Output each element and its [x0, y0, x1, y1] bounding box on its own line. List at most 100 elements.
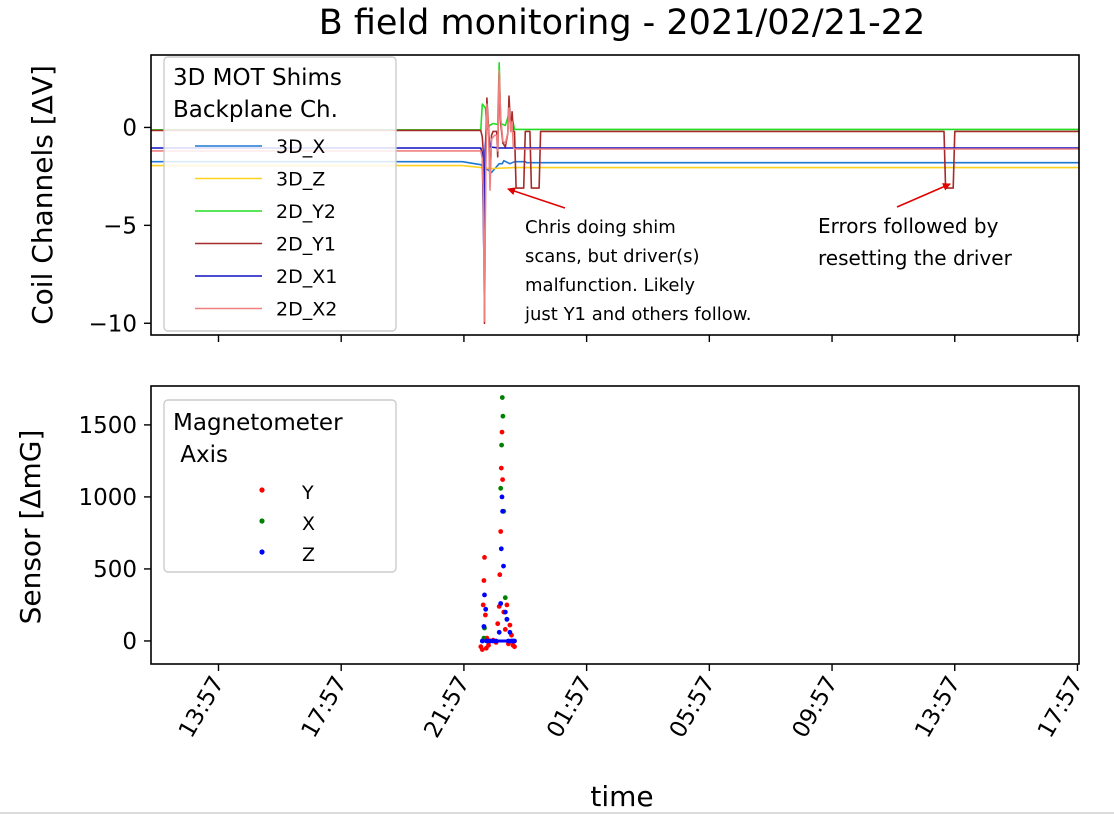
top-series-group [151, 62, 1079, 325]
legend-label-x: X [302, 513, 315, 535]
legend-swatch-z [259, 549, 265, 555]
x-tick-label: 13:57 [910, 672, 966, 742]
chart-title: B field monitoring - 2021/02/21-22 [319, 3, 926, 43]
legend-label-2d-y2: 2D_Y2 [276, 201, 336, 223]
data-point-z [482, 592, 487, 598]
annotation-shim-scans: Chris doing shim scans, but driver(s) ma… [507, 187, 752, 325]
data-point-z [499, 494, 505, 500]
series-line-3d-x [151, 159, 1079, 174]
bottom-y-ticks: 0 500 1000 1500 [78, 413, 151, 655]
data-point-x [500, 413, 506, 419]
data-point-z [483, 606, 489, 612]
annotation-shim-scans-line-2: scans, but driver(s) [525, 246, 700, 267]
top-annotations: Chris doing shim scans, but driver(s) ma… [507, 183, 1013, 325]
bottom-series-group [478, 395, 517, 652]
annotation-shim-scans-arrow [507, 187, 566, 209]
data-point-x [502, 595, 508, 601]
bottom-y-tick-label: 500 [93, 557, 137, 583]
data-point-z [498, 546, 504, 552]
annotation-driver-reset-line-2: resetting the driver [818, 246, 1013, 270]
top-y-axis-label: Coil Channels [ΔV] [26, 65, 59, 325]
top-y-ticks: 0 −5 −10 [88, 115, 151, 337]
bottom-legend-frame [163, 399, 397, 573]
bottom-y-axis-label: Sensor [ΔmG] [14, 430, 47, 625]
data-point-y [480, 602, 486, 608]
data-point-y [482, 555, 487, 560]
annotation-shim-scans-line-4: just Y1 and others follow. [524, 304, 752, 325]
x-tick-label: 09:57 [788, 672, 844, 742]
data-point-z [502, 609, 508, 615]
bottom-legend-entries: YXZ [259, 482, 315, 566]
data-point-y [497, 572, 503, 578]
bottom-x-ticks: 13:57 17:57 21:57 01:57 05:57 09:57 13:57 17:57 [174, 664, 1089, 742]
x-tick-label: 17:57 [1033, 672, 1089, 742]
data-point-y [499, 429, 505, 435]
data-point-y [479, 647, 485, 652]
top-legend: 3D MOT Shims Backplane Ch. 3D_X 3D_Z 2D_Y2… [163, 56, 397, 332]
bottom-legend-title-line-2: Axis [173, 442, 228, 468]
data-point-y [512, 644, 517, 650]
top-y-tick-label: −10 [88, 311, 137, 337]
legend-swatch-x [259, 518, 265, 524]
top-panel: 0 −5 −10 Coil Channels [ΔV] 3D MOT Shims B… [26, 54, 1080, 342]
annotation-driver-reset-arrow [896, 183, 951, 208]
bottom-legend: Magnetometer Axis YXZ [163, 399, 397, 573]
x-tick-label: 17:57 [297, 672, 353, 742]
data-point-z [479, 638, 485, 644]
x-axis-label: time [590, 780, 653, 813]
top-legend-frame [163, 56, 397, 332]
top-legend-title-line-2: Backplane Ch. [173, 97, 338, 123]
data-point-z [481, 624, 487, 629]
x-tick-label: 13:57 [174, 672, 230, 742]
data-point-x [498, 485, 504, 491]
top-x-ticks [217, 335, 1079, 342]
data-point-x [499, 442, 504, 448]
data-point-y [481, 578, 487, 583]
data-point-y [507, 622, 513, 628]
top-legend-entries: 3D_X 3D_Z 2D_Y2 2D_Y1 2D_X1 2D_X2 [195, 136, 337, 321]
top-legend-title-line-1: 3D MOT Shims [173, 65, 342, 91]
x-tick-label: 05:57 [665, 672, 721, 742]
data-point-z [500, 508, 505, 514]
annotation-shim-scans-line-1: Chris doing shim [525, 217, 676, 238]
bottom-legend-title-line-1: Magnetometer [173, 410, 343, 436]
data-point-y [498, 465, 504, 471]
x-tick-label: 01:57 [542, 672, 598, 742]
data-point-z [512, 638, 517, 644]
top-y-tick-label: 0 [122, 115, 137, 141]
data-point-z [493, 638, 499, 644]
data-point-z [498, 601, 504, 606]
data-point-z [496, 629, 502, 635]
data-point-y [500, 477, 505, 482]
annotation-driver-reset: Errors followed by resetting the driver [818, 183, 1013, 270]
bottom-y-tick-label: 0 [122, 629, 137, 655]
bottom-panel: 0 500 1000 1500 13:57 17:57 21:57 01:57 05:57 09… [14, 385, 1089, 742]
legend-label-z: Z [302, 544, 315, 566]
legend-swatch-y [259, 487, 265, 493]
data-point-y [495, 621, 501, 627]
data-point-z [501, 563, 506, 569]
x-tick-label: 21:57 [419, 672, 475, 742]
series-line-2d-x2 [151, 69, 1079, 323]
bottom-y-tick-label: 1500 [78, 413, 137, 439]
bottom-y-tick-label: 1000 [78, 485, 137, 511]
annotation-driver-reset-line-1: Errors followed by [818, 214, 999, 238]
data-point-x [499, 395, 505, 400]
legend-label-2d-y1: 2D_Y1 [276, 234, 336, 256]
data-point-z [504, 616, 510, 622]
top-y-tick-label: −5 [103, 213, 137, 239]
data-point-y [483, 612, 488, 618]
legend-label-y: Y [301, 482, 314, 504]
top-axes-frame [150, 54, 1080, 336]
bottom-axes-frame [150, 385, 1080, 665]
data-point-y [502, 627, 508, 632]
annotation-shim-scans-line-3: malfunction. Likely [525, 275, 695, 296]
legend-label-3d-x: 3D_X [276, 136, 325, 158]
page-bottom-rule [0, 812, 1114, 814]
legend-label-2d-x1: 2D_X1 [276, 266, 337, 288]
data-point-y [504, 602, 510, 608]
data-point-z [507, 629, 513, 635]
legend-label-2d-x2: 2D_X2 [276, 299, 337, 321]
data-point-y [498, 529, 504, 534]
